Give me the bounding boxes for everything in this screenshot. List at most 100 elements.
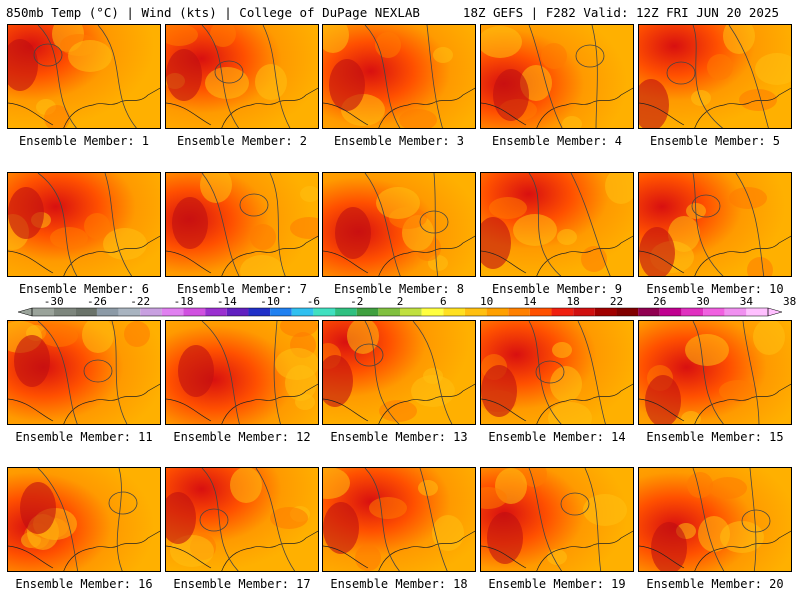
colorbar-tick-label: 18 — [566, 295, 580, 308]
colorbar-tick-label: -14 — [216, 295, 237, 308]
ensemble-member-label: Ensemble Member: 14 — [488, 430, 626, 444]
ensemble-member-label: Ensemble Member: 12 — [173, 430, 311, 444]
temperature-field — [323, 468, 475, 571]
colorbar-segment — [75, 308, 97, 316]
ensemble-member-label: Ensemble Member: 11 — [15, 430, 153, 444]
temperature-field — [639, 173, 791, 276]
ensemble-map-4 — [480, 24, 634, 129]
colorbar-tick-label: -6 — [306, 295, 321, 308]
colorbar-tick-label: 10 — [479, 295, 494, 308]
colorbar-segment — [356, 308, 379, 316]
colorbar-segment — [313, 308, 336, 316]
colorbar-tick-label: 26 — [653, 295, 667, 308]
ensemble-member-label: Ensemble Member: 20 — [646, 577, 784, 591]
colorbar-tick-label: 2 — [396, 295, 404, 308]
chart-title: 850mb Temp (°C) | Wind (kts) | College o… — [6, 5, 420, 20]
temperature-field — [166, 25, 318, 128]
temperature-field — [8, 468, 160, 571]
colorbar-segment — [638, 308, 660, 316]
ensemble-member-label: Ensemble Member: 4 — [491, 134, 623, 148]
ensemble-map-15 — [638, 320, 792, 425]
colorbar-segment — [291, 308, 314, 316]
ensemble-member-label: Ensemble Member: 15 — [646, 430, 784, 444]
temperature-field — [8, 321, 160, 424]
temperature-field — [323, 173, 475, 276]
temperature-field — [323, 25, 475, 128]
colorbar-segment — [659, 308, 682, 316]
colorbar-segment — [226, 308, 249, 316]
temperature-field — [639, 25, 791, 128]
ensemble-map-20 — [638, 467, 792, 572]
temperature-field — [481, 321, 633, 424]
temperature-field — [166, 468, 318, 571]
colorbar-segment — [486, 308, 509, 316]
ensemble-member-label: Ensemble Member: 5 — [649, 134, 781, 148]
ensemble-member-label: Ensemble Member: 1 — [18, 134, 150, 148]
colorbar-tick-label: -10 — [260, 295, 281, 308]
ensemble-map-2 — [165, 24, 319, 129]
ensemble-member-label: Ensemble Member: 10 — [646, 282, 784, 296]
temperature-field — [639, 321, 791, 424]
temperature-colorbar: -30 -26 -22 -18 -14 -10 -6 -2 2 6 10 14 18 22 26 30 34 38… — [14, 295, 796, 322]
ensemble-map-14 — [480, 320, 634, 425]
colorbar-segment — [616, 308, 639, 316]
ensemble-member-label: Ensemble Member: 13 — [330, 430, 468, 444]
temperature-field — [639, 468, 791, 571]
ensemble-member-label: Ensemble Member: 2 — [176, 134, 308, 148]
temperature-field — [481, 468, 633, 571]
ensemble-map-13 — [322, 320, 476, 425]
colorbar-tick-label: 30 — [696, 295, 710, 308]
colorbar-segment — [551, 308, 574, 316]
colorbar-segment — [96, 308, 119, 316]
colorbar-segment — [205, 308, 227, 316]
colorbar-segment — [161, 308, 184, 316]
colorbar-segment — [378, 308, 400, 316]
colorbar-segment — [400, 308, 422, 316]
temperature-field — [166, 321, 318, 424]
ensemble-map-17 — [165, 467, 319, 572]
colorbar-segment — [270, 308, 292, 316]
temperature-field — [323, 321, 475, 424]
ensemble-member-label: Ensemble Member: 18 — [330, 577, 468, 591]
ensemble-map-9 — [480, 172, 634, 277]
ensemble-member-label: Ensemble Member: 17 — [173, 577, 311, 591]
ensemble-member-label: Ensemble Member: 8 — [333, 282, 465, 296]
colorbar-segment — [32, 308, 54, 316]
colorbar-tick-label: 38 — [783, 295, 797, 308]
temperature-field — [481, 25, 633, 128]
colorbar-tick-label: 14 — [523, 295, 537, 308]
colorbar-segment — [118, 308, 141, 316]
ensemble-map-11 — [7, 320, 161, 425]
colorbar-segment — [703, 308, 725, 316]
colorbar-tick-label: -26 — [87, 295, 107, 308]
colorbar-segment — [335, 308, 357, 316]
temperature-field — [8, 25, 160, 128]
colorbar-outline — [31, 307, 769, 317]
colorbar-segment — [724, 308, 747, 316]
colorbar-segment — [529, 308, 552, 316]
ensemble-member-label: Ensemble Member: 9 — [491, 282, 623, 296]
ensemble-member-label: Ensemble Member: 19 — [488, 577, 626, 591]
colorbar-segment — [746, 308, 768, 316]
colorbar-segment — [681, 308, 704, 316]
ensemble-map-10 — [638, 172, 792, 277]
colorbar-graphic — [17, 307, 783, 317]
ensemble-map-8 — [322, 172, 476, 277]
colorbar-tick-label: 6 — [439, 295, 447, 308]
colorbar-tick-label: 34 — [739, 295, 753, 308]
ensemble-map-16 — [7, 467, 161, 572]
colorbar-segment — [594, 308, 617, 316]
ensemble-member-label: Ensemble Member: 6 — [18, 282, 150, 296]
ensemble-map-18 — [322, 467, 476, 572]
colorbar-segment — [508, 308, 530, 316]
colorbar-segment — [140, 308, 162, 316]
colorbar-arrow-high — [767, 307, 783, 317]
colorbar-tick-label: -22 — [130, 295, 151, 308]
colorbar-tick-label: -2 — [350, 295, 364, 308]
ensemble-map-7 — [165, 172, 319, 277]
ensemble-map-5 — [638, 24, 792, 129]
run-valid-time: 18Z GEFS | F282 Valid: 12Z FRI JUN 20 20… — [462, 5, 779, 20]
colorbar-segment — [573, 308, 595, 316]
temperature-field — [481, 173, 633, 276]
colorbar-tick-label: 22 — [609, 295, 624, 308]
